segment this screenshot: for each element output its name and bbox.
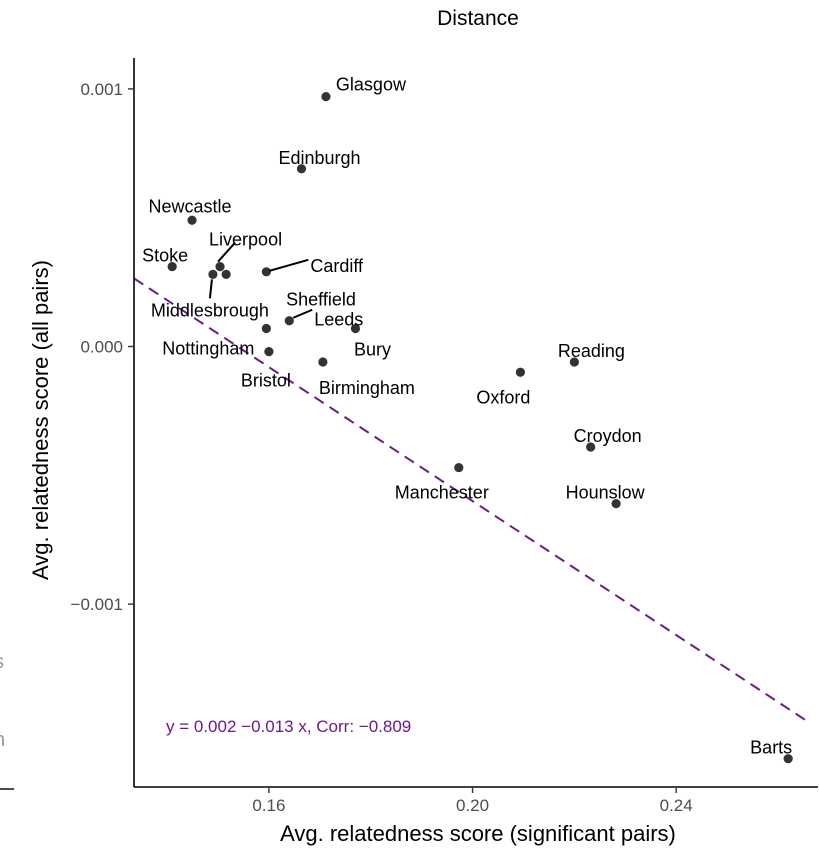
axes-layer: 0.16 0.20 0.24 0.001 0.000 −0.001 [71, 58, 818, 815]
x-tick-label: 0.20 [456, 796, 489, 815]
label-edinburgh: Edinburgh [278, 148, 360, 168]
label-cardiff: Cardiff [310, 256, 364, 276]
y-tick-label: 0.000 [80, 338, 123, 357]
point-bristol [264, 347, 274, 357]
point-middlesbrough [208, 269, 218, 279]
label-leeds: Leeds [314, 310, 363, 330]
point-liverpool [215, 262, 225, 272]
label-manchester: Manchester [395, 483, 489, 503]
label-barts: Barts [750, 738, 792, 758]
chart-title: Distance [437, 7, 519, 30]
point-cardiff [261, 267, 271, 277]
y-tick-label: −0.001 [71, 595, 123, 614]
label-bristol: Bristol [241, 371, 291, 391]
regression-annotation: y = 0.002 −0.013 x, Corr: −0.809 [166, 717, 411, 736]
point-sheffield [221, 269, 231, 279]
label-oxford: Oxford [476, 387, 530, 407]
label-croydon: Croydon [574, 426, 642, 446]
leader-liverpool [217, 241, 236, 263]
x-tick-label: 0.16 [252, 796, 285, 815]
leader-cardiff [269, 258, 309, 272]
label-birmingham: Birmingham [319, 378, 415, 398]
label-stoke: Stoke [142, 246, 188, 266]
label-reading: Reading [558, 341, 625, 361]
point-newcastle [187, 215, 197, 225]
label-glasgow: Glasgow [336, 75, 407, 95]
y-axis-title: Avg. relatedness score (all pairs) [28, 260, 53, 580]
left-edge-fragment-1: s [0, 651, 4, 673]
leader-leeds [292, 308, 313, 319]
x-tick-label: 0.24 [660, 796, 693, 815]
label-liverpool: Liverpool [209, 230, 282, 250]
label-nottingham: Nottingham [162, 338, 254, 358]
point-leeds [284, 316, 294, 326]
point-manchester [454, 462, 464, 473]
label-newcastle: Newcastle [149, 196, 232, 216]
x-axis-title: Avg. relatedness score (significant pair… [280, 821, 676, 846]
point-hounslow [611, 499, 621, 509]
point-barts [783, 754, 793, 764]
point-croydon [586, 442, 596, 452]
label-sheffield: Sheffield [286, 289, 356, 309]
label-middlesbrough: Middlesbrough [151, 300, 269, 320]
y-tick-label: 0.001 [80, 80, 123, 99]
left-edge-fragment-2: n [0, 729, 5, 751]
point-nottingham [261, 323, 271, 334]
point-edinburgh [296, 164, 307, 174]
point-glasgow [321, 92, 331, 102]
leader-middlesbrough [208, 279, 213, 299]
points-layer [167, 92, 793, 764]
point-labels-layer: Glasgow Edinburgh Newcastle Liverpool Stoke C… [142, 75, 792, 758]
regression-line [133, 277, 807, 722]
point-bury [350, 323, 361, 334]
point-stoke [167, 262, 177, 272]
point-oxford [515, 367, 526, 377]
point-birmingham [318, 357, 328, 367]
fit-line-layer [133, 277, 807, 722]
label-hounslow: Hounslow [566, 483, 646, 503]
point-reading [569, 357, 579, 367]
label-bury: Bury [354, 339, 391, 359]
